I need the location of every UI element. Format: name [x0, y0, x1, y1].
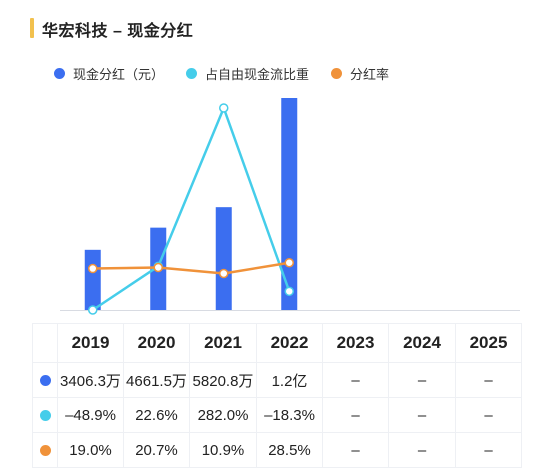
table-row-marker: [32, 397, 58, 433]
table-cell-payout-ratio-2025: –: [455, 432, 522, 468]
line-payout-ratio: [92, 261, 290, 275]
point-payout-ratio-2022: [284, 258, 294, 268]
table-cell-fcf-ratio-2025: –: [455, 397, 522, 433]
table-cell-fcf-ratio-2020: 22.6%: [123, 397, 190, 433]
table-cell-payout-ratio-2024: –: [388, 432, 456, 468]
table-cell-payout-ratio-2020: 20.7%: [123, 432, 190, 468]
legend-item-fcf-ratio: 占自由现金流比重: [186, 64, 309, 83]
bar-dividend-2019: [84, 249, 101, 310]
table-corner-cell: [32, 323, 58, 363]
point-fcf-ratio-2019: [88, 305, 98, 315]
table-year-2022: 2022: [256, 323, 323, 363]
line-fcf-ratio: [92, 106, 291, 312]
table-cell-dividend-2020: 4661.5万: [123, 362, 190, 398]
table-row-marker: [32, 432, 58, 468]
table-row-marker: [32, 362, 58, 398]
table-cell-fcf-ratio-2019: –48.9%: [57, 397, 124, 433]
bar-dividend-2021: [215, 207, 232, 310]
table-year-2025: 2025: [455, 323, 522, 363]
chart-title: 华宏科技 – 现金分红: [42, 23, 194, 40]
data-table: 2019 2020 2021 2022 2023 2024 2025 3406.3万 4661.…: [32, 323, 522, 468]
legend-item-payout-ratio: 分红率: [331, 64, 389, 83]
table-year-2021: 2021: [189, 323, 257, 363]
row-marker-dot: [39, 410, 51, 422]
table-row-fcf-ratio: –48.9% 22.6% 282.0% –18.3% – – –: [32, 397, 522, 433]
legend-label-fcf-ratio: 占自由现金流比重: [205, 67, 310, 82]
point-fcf-ratio-2022: [284, 286, 294, 297]
table-cell-dividend-2022: 1.2亿: [256, 362, 323, 398]
table-year-2019: 2019: [57, 323, 124, 363]
table-cell-dividend-2025: –: [455, 362, 522, 398]
table-cell-dividend-2019: 3406.3万: [57, 362, 124, 398]
table-row-dividend: 3406.3万 4661.5万 5820.8万 1.2亿 – – –: [32, 362, 522, 398]
table-cell-dividend-2024: –: [388, 362, 456, 398]
title-accent-bar: [30, 18, 34, 38]
point-payout-ratio-2020: [153, 262, 163, 273]
legend-label-dividend: 现金分红（元）: [73, 67, 165, 82]
point-fcf-ratio-2021: [219, 103, 229, 113]
point-payout-ratio-2019: [88, 263, 98, 274]
table-cell-payout-ratio-2019: 19.0%: [57, 432, 124, 468]
table-cell-dividend-2021: 5820.8万: [189, 362, 257, 398]
legend-dot-fcf-ratio: [186, 68, 198, 79]
table-cell-payout-ratio-2021: 10.9%: [189, 432, 257, 468]
row-marker-dot: [39, 375, 51, 387]
table-cell-fcf-ratio-2021: 282.0%: [189, 397, 257, 433]
point-payout-ratio-2021: [219, 268, 229, 279]
legend: 现金分红（元） 占自由现金流比重 分红率: [54, 64, 411, 83]
row-marker-dot: [39, 445, 51, 457]
table-year-2020: 2020: [123, 323, 190, 363]
bar-dividend-2022: [281, 98, 298, 310]
table-cell-payout-ratio-2022: 28.5%: [256, 432, 323, 468]
legend-label-payout-ratio: 分红率: [350, 67, 390, 82]
table-cell-fcf-ratio-2022: –18.3%: [256, 397, 323, 433]
table-header-row: 2019 2020 2021 2022 2023 2024 2025: [32, 323, 522, 363]
legend-dot-payout-ratio: [331, 68, 343, 79]
table-year-2023: 2023: [322, 323, 389, 363]
legend-item-dividend: 现金分红（元）: [54, 64, 164, 83]
table-row-payout-ratio: 19.0% 20.7% 10.9% 28.5% – – –: [32, 432, 522, 468]
table-cell-fcf-ratio-2023: –: [322, 397, 389, 433]
legend-dot-dividend: [54, 68, 65, 79]
table-cell-payout-ratio-2023: –: [322, 432, 389, 468]
table-year-2024: 2024: [388, 323, 456, 363]
table-cell-dividend-2023: –: [322, 362, 389, 398]
table-cell-fcf-ratio-2024: –: [388, 397, 456, 433]
